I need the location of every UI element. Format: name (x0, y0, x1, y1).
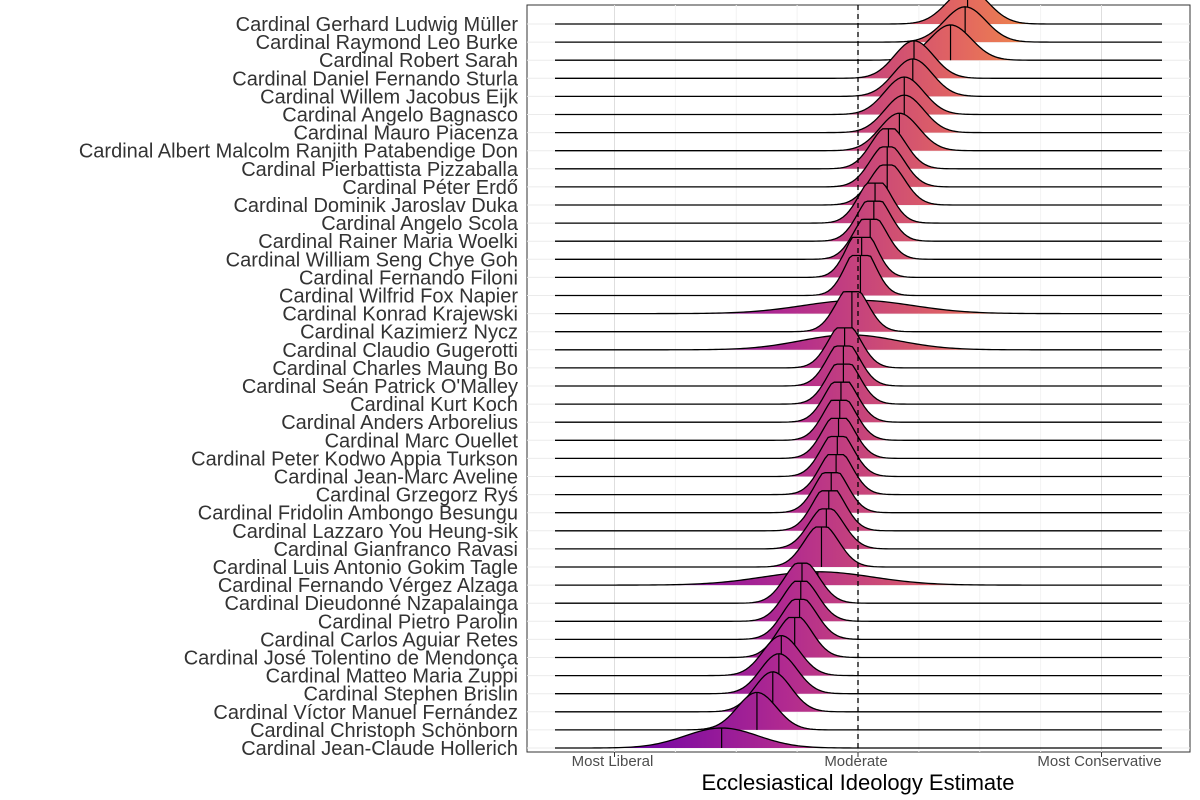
y-tick-label: Cardinal Dieudonné Nzapalainga (224, 593, 518, 615)
y-tick-label: Cardinal Fridolin Ambongo Besungu (198, 503, 518, 525)
y-tick-label: Cardinal Christoph Schönborn (250, 720, 518, 742)
ridge-outline (555, 508, 1162, 550)
y-tick-label: Cardinal William Seng Chye Goh (226, 249, 518, 271)
y-tick-label: Cardinal Kurt Koch (350, 394, 518, 416)
y-tick-label: Cardinal Stephen Brislin (303, 684, 518, 706)
y-tick-label: Cardinal Angelo Bagnasco (282, 105, 518, 127)
ridge-outline (555, 254, 1162, 297)
ridge-outline (555, 291, 1162, 333)
y-tick-label: Cardinal Mauro Piacenza (293, 123, 518, 145)
ridge-outline (555, 236, 1162, 279)
y-tick-label: Cardinal Dominik Jaroslav Duka (233, 195, 518, 217)
ridge-outline (555, 94, 1162, 134)
ridge-outline (555, 327, 1162, 369)
y-tick-label: Cardinal Willem Jacobus Eijk (260, 86, 519, 108)
x-tick-label: Most Conservative (1037, 753, 1161, 770)
y-tick-label: Cardinal Pierbattista Pizzaballa (241, 159, 519, 181)
ridge-outline (555, 334, 1162, 351)
y-tick-label: Cardinal Charles Maung Bo (272, 358, 518, 380)
y-tick-label: Cardinal Víctor Manuel Fernández (213, 702, 518, 724)
y-tick-label: Cardinal Konrad Krajewski (282, 304, 518, 326)
ridge-31 (555, 526, 1162, 568)
ridge-outline (555, 399, 1162, 441)
y-tick-label: Cardinal Seán Patrick O'Malley (242, 376, 518, 398)
y-tick-label: Cardinal Carlos Aguiar Retes (260, 629, 518, 651)
ridge-outline (555, 526, 1162, 568)
y-tick-label: Cardinal Grzegorz Ryś (316, 485, 518, 507)
y-tick-label: Cardinal Wilfrid Fox Napier (279, 286, 518, 308)
y-tick-label: Cardinal Angelo Scola (321, 213, 519, 235)
y-tick-label: Cardinal Robert Sarah (319, 50, 518, 72)
y-tick-label: Cardinal Claudio Gugerotti (282, 340, 518, 362)
y-tick-label: Cardinal Daniel Fernando Sturla (232, 68, 519, 90)
y-tick-label: Cardinal Gerhard Ludwig Müller (236, 14, 519, 36)
y-tick-label: Cardinal Albert Malcolm Ranjith Patabend… (79, 141, 518, 163)
ridge-outline (555, 112, 1162, 152)
y-tick-label: Cardinal Marc Ouellet (325, 430, 519, 452)
y-tick-label: Cardinal Anders Arborelius (281, 412, 518, 434)
y-tick-label: Cardinal Matteo Maria Zuppi (266, 666, 518, 688)
y-tick-label: Cardinal Kazimierz Nycz (300, 322, 518, 344)
y-tick-label: Cardinal Fernando Filoni (299, 267, 518, 289)
x-axis-title: Ecclesiastical Ideology Estimate (701, 770, 1014, 795)
y-tick-label: Cardinal Luis Antonio Gokim Tagle (213, 557, 518, 579)
ridge-fill (555, 571, 1162, 586)
y-tick-label: Cardinal Raymond Leo Burke (256, 32, 518, 54)
y-tick-label: Cardinal Rainer Maria Woelki (258, 231, 518, 253)
y-tick-label: Cardinal Lazzaro You Heung-sik (232, 521, 519, 543)
ridge-outline (555, 76, 1162, 116)
y-tick-label: Cardinal Péter Erdő (342, 177, 518, 199)
y-tick-label: Cardinal Gianfranco Ravasi (273, 539, 518, 561)
y-tick-label: Cardinal Pietro Parolin (318, 611, 518, 633)
x-tick-label: Most Liberal (572, 753, 654, 770)
y-tick-label: Cardinal Jean-Marc Aveline (274, 467, 518, 489)
y-tick-label: Cardinal Fernando Vérgez Alzaga (218, 575, 519, 597)
y-tick-label: Cardinal Jean-Claude Hollerich (241, 738, 518, 760)
x-tick-label: Moderate (824, 753, 887, 770)
ridge-outline (555, 381, 1162, 423)
y-tick-label: Cardinal José Tolentino de Mendonça (184, 648, 519, 670)
ridge-fill (555, 728, 1162, 748)
y-tick-label: Cardinal Peter Kodwo Appia Turkson (191, 448, 518, 470)
